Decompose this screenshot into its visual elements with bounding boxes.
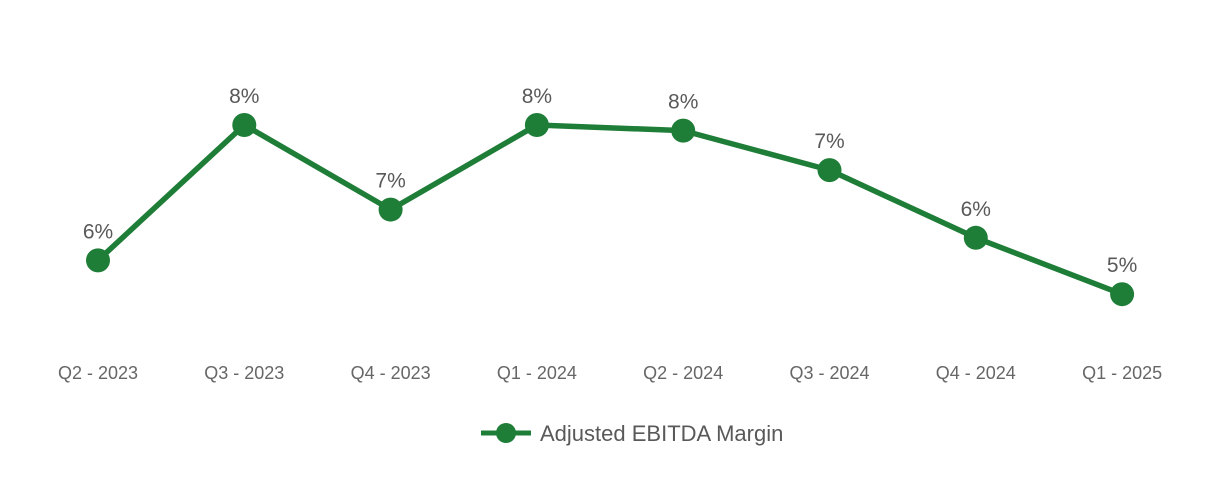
legend-marker-icon	[496, 423, 516, 443]
x-axis-label: Q2 - 2023	[58, 363, 138, 383]
series-line	[95, 122, 1125, 297]
data-label: 8%	[668, 91, 698, 114]
data-label: 5%	[1107, 254, 1137, 277]
data-point-marker[interactable]	[378, 197, 403, 222]
legend-item-adjusted-ebitda-margin[interactable]: Adjusted EBITDA Margin	[481, 421, 783, 446]
x-axis-label: Q4 - 2023	[351, 363, 431, 383]
data-point-marker[interactable]	[671, 118, 696, 143]
data-label: 6%	[961, 198, 991, 221]
data-label: 6%	[83, 220, 113, 243]
x-axis-label: Q1 - 2025	[1082, 363, 1162, 383]
x-axis-label: Q3 - 2024	[789, 363, 869, 383]
data-point-marker[interactable]	[232, 113, 257, 137]
series-layer	[86, 113, 1135, 307]
data-label: 8%	[229, 85, 259, 108]
data-label: 7%	[375, 170, 405, 193]
data-point-marker[interactable]	[963, 225, 988, 250]
x-axis-label: Q3 - 2023	[204, 363, 284, 383]
x-axis-label: Q1 - 2024	[497, 363, 577, 383]
legend-label: Adjusted EBITDA Margin	[540, 421, 783, 446]
data-point-marker[interactable]	[86, 248, 110, 273]
data-point-marker[interactable]	[1110, 282, 1135, 307]
data-point-marker[interactable]	[817, 158, 842, 183]
x-axis-label: Q4 - 2024	[936, 363, 1016, 383]
x-axis: Q2 - 2023 Q3 - 2023 Q4 - 2023 Q1 - 2024 Q2 -…	[58, 363, 1162, 383]
labels-layer: 6% 8% 7% 8% 8% 7% 6% 5%	[83, 85, 1137, 277]
data-label: 7%	[814, 130, 844, 153]
data-label: 8%	[522, 85, 552, 108]
x-axis-label: Q2 - 2024	[643, 363, 723, 383]
data-point-marker[interactable]	[524, 113, 549, 137]
